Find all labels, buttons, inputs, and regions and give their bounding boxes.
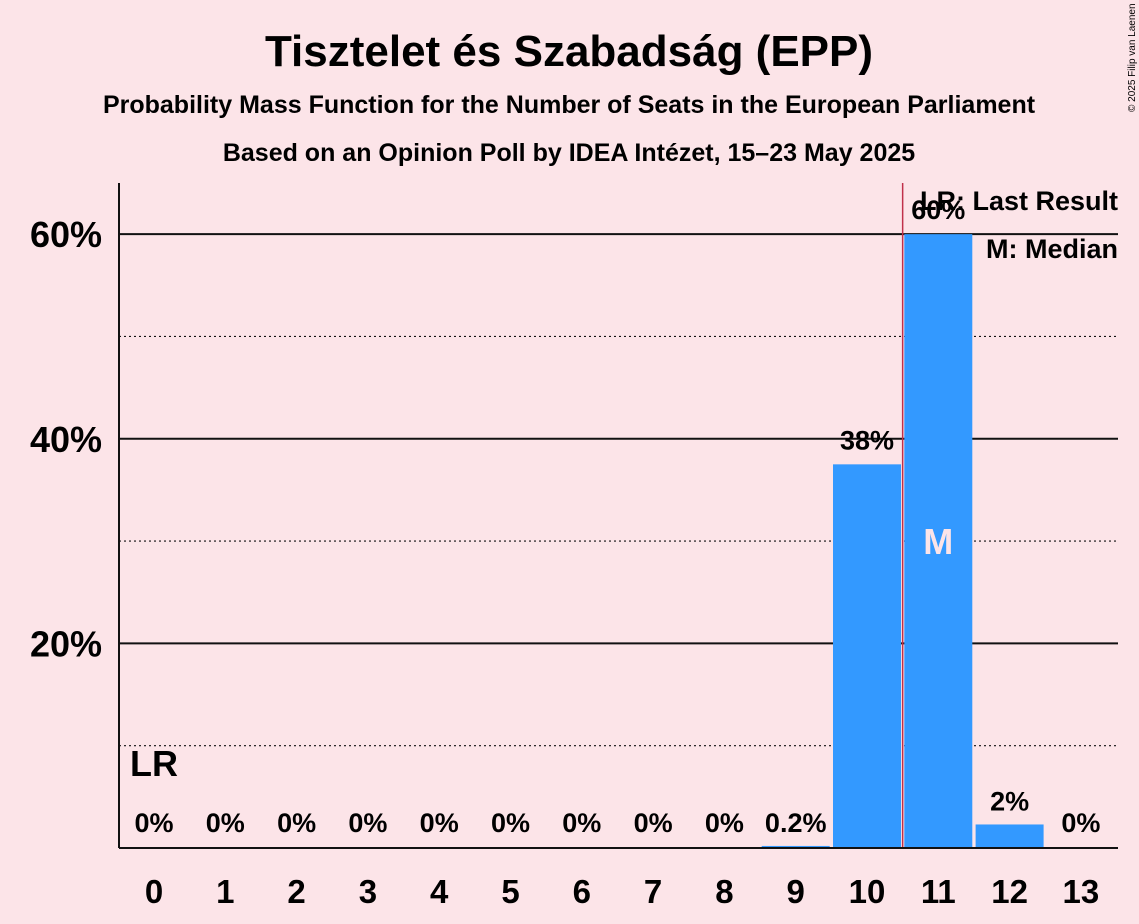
chart-title: Tisztelet és Szabadság (EPP) (265, 27, 873, 76)
bar-value-label: 0% (277, 808, 316, 838)
bar-value-label: 0% (348, 808, 387, 838)
x-tick-label: 5 (501, 873, 519, 910)
bar (904, 234, 973, 849)
x-tick-label: 7 (644, 873, 662, 910)
bar-value-label: 0% (206, 808, 245, 838)
x-tick-label: 12 (991, 873, 1028, 910)
axes: 0 1 2 3 4 5 6 7 8 9 10 11 12 13 (118, 183, 1118, 910)
bar-value-label: 0% (134, 808, 173, 838)
x-tick-label: 10 (849, 873, 886, 910)
copyright-notice: © 2025 Filip van Laenen (1127, 3, 1138, 112)
bar-value-label: 0% (705, 808, 744, 838)
bar-value-label: 0% (562, 808, 601, 838)
x-tick-label: 13 (1063, 873, 1100, 910)
bar-value-label: 0.2% (765, 808, 827, 838)
bar (833, 464, 901, 848)
y-tick-label: 40% (30, 419, 102, 460)
bar-value-label: 60% (911, 195, 965, 225)
bars (761, 234, 1044, 849)
x-tick-label: 11 (921, 873, 956, 910)
last-result-marker: LR (130, 743, 178, 784)
y-tick-label: 60% (30, 214, 102, 255)
x-tick-label: 4 (430, 873, 449, 910)
median-marker: M (923, 521, 953, 562)
x-tick-label: 1 (216, 873, 234, 910)
legend: LR: Last Result M: Median (920, 186, 1118, 264)
bar-value-label: 0% (634, 808, 673, 838)
bar (975, 824, 1044, 848)
x-tick-label: 2 (287, 873, 305, 910)
legend-last-result: LR: Last Result (920, 186, 1118, 216)
bar-value-label: 0% (1061, 808, 1100, 838)
x-tick-label: 0 (145, 873, 163, 910)
bar-value-label: 2% (990, 786, 1029, 816)
x-tick-label: 6 (573, 873, 591, 910)
legend-median: M: Median (986, 234, 1118, 264)
x-tick-label: 9 (787, 873, 805, 910)
y-tick-label: 20% (30, 623, 102, 664)
x-tick-label: 3 (359, 873, 377, 910)
chart-subtitle: Probability Mass Function for the Number… (103, 91, 1036, 119)
bar-value-labels: 0% 0% 0% 0% 0% 0% 0% 0% 0% 0.2% 38% 60% 2% 0% M LR (130, 183, 1100, 848)
bar-value-label: 0% (420, 808, 459, 838)
x-tick-label: 8 (715, 873, 733, 910)
bar (761, 845, 830, 848)
chart-subtitle-2: Based on an Opinion Poll by IDEA Intézet… (223, 139, 915, 167)
bar-value-label: 0% (491, 808, 530, 838)
bar-value-label: 38% (840, 425, 894, 455)
